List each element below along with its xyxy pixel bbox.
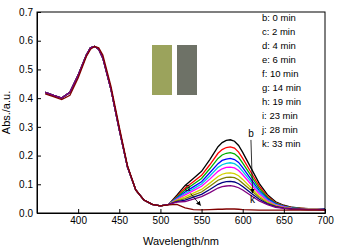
y-axis-line [38,13,42,214]
spectrum-line [45,46,325,210]
spectrum-line [45,46,325,209]
y-tick-mark [37,213,41,214]
x-tick-label: 650 [276,215,293,226]
y-tick: 0.2 [19,150,41,161]
x-tick: 600 [235,209,252,226]
y-tick-mark [37,69,41,70]
annotation-arrow [191,193,201,205]
x-tick-label: 550 [194,215,211,226]
y-tick-label: 0.1 [19,179,33,190]
y-tick-label: 0.6 [19,35,33,46]
y-tick-mark [37,12,41,13]
x-tick: 650 [276,209,293,226]
y-tick: 0.0 [19,208,41,219]
x-tick-mark [243,209,244,213]
spectrum-line [45,46,325,209]
x-axis: 400 450 500 550 600 650 700 [38,209,335,226]
x-axis-title: Wavelength/nm [143,235,219,247]
y-tick-label: 0.7 [19,7,33,18]
x-tick-mark [325,209,326,213]
annotation: k [250,194,256,205]
y-tick: 0.4 [19,93,41,104]
y-tick: 0.6 [19,35,41,46]
x-tick-mark [284,209,285,213]
legend-entry: f: 10 min [262,68,298,79]
legend-entry: k: 33 min [262,138,301,149]
legend-entry: i: 23 min [262,110,298,121]
annotation: a [185,182,191,193]
y-tick-label: 0.5 [19,64,33,75]
y-tick-label: 0.0 [19,208,33,219]
x-tick-label: 450 [111,215,128,226]
legend-entry: c: 2 min [262,26,295,37]
y-tick-mark [37,98,41,99]
x-tick: 500 [153,209,170,226]
vial-after [177,45,197,95]
spectrum-line [45,46,325,209]
spectrum-line [45,46,325,209]
y-tick-mark [37,156,41,157]
legend: b: 0 min c: 2 min d: 4 min e: 6 min f: 10 mi… [261,12,301,149]
spectrum-line [45,46,325,209]
x-tick-label: 700 [317,215,334,226]
y-tick-mark [37,184,41,185]
legend-entry: e: 6 min [262,54,296,65]
legend-entry: d: 4 min [262,40,296,51]
x-tick: 700 [317,209,334,226]
annotation: b [248,128,254,139]
y-tick-mark [37,127,41,128]
legend-entry: b: 0 min [262,12,296,23]
legend-entry: j: 28 min [261,124,298,135]
y-tick-label: 0.3 [19,122,33,133]
spectrum-line [45,46,325,209]
x-tick-mark [160,209,161,213]
spectrum-line [45,46,325,209]
x-tick-label: 600 [235,215,252,226]
x-tick: 400 [70,209,87,226]
spectrum-line [45,46,325,209]
legend-entry: g: 14 min [262,82,301,93]
y-tick: 0.5 [19,64,41,75]
spectrum-line [45,46,325,209]
y-axis: 0.0 0.1 0.2 0.3 0.4 0.5 0.6 0.7 [19,7,41,219]
legend-entry: h: 19 min [262,96,301,107]
x-tick-label: 500 [153,215,170,226]
x-tick-mark [119,209,120,213]
inset-photo [152,45,197,95]
chart: 4004505005506006507000.00.10.20.30.40.50… [0,0,342,250]
annotation-arrow [251,140,253,193]
y-tick-label: 0.2 [19,150,33,161]
x-axis-line [38,209,326,214]
y-tick-mark [37,41,41,42]
y-tick: 0.3 [19,122,41,133]
annotations: a b k [185,128,256,206]
y-tick: 0.1 [19,179,41,190]
y-tick: 0.7 [19,7,41,18]
x-tick: 550 [194,209,211,226]
plot-frame [37,12,325,213]
spectrum-line [45,46,325,209]
x-tick-mark [78,209,79,213]
vial-before [152,45,172,95]
x-tick: 450 [111,209,128,226]
y-axis-title: Abs./a.u. [0,91,12,134]
y-tick-label: 0.4 [19,93,33,104]
plot-area [45,46,325,210]
x-tick-label: 400 [70,215,87,226]
x-tick-mark [202,209,203,213]
